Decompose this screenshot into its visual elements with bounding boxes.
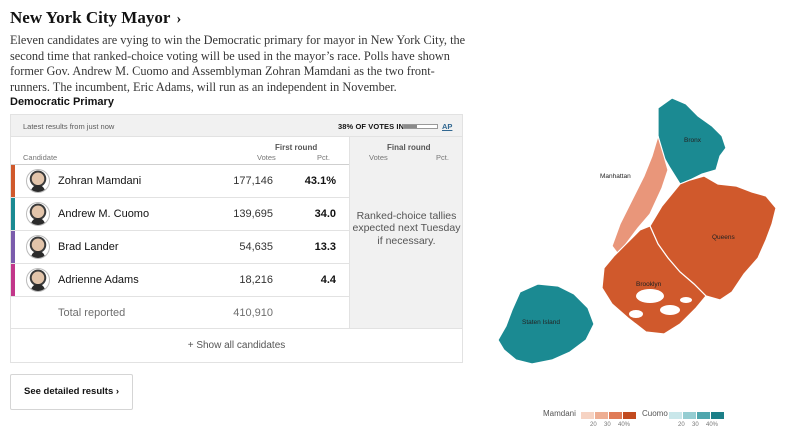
map-borough-staten-island[interactable] <box>497 283 595 365</box>
total-reported-votes: 410,910 <box>233 307 273 319</box>
candidate-name: Andrew M. Cuomo <box>58 208 150 220</box>
progress-fill <box>404 125 417 128</box>
candidate-row: Adrienne Adams 18,216 4.4 <box>11 264 349 297</box>
total-reported-label: Total reported <box>58 307 126 319</box>
results-table: Latest results from just now 38% OF VOTE… <box>10 114 463 363</box>
map-water-inlets <box>629 289 692 318</box>
legend-swatch <box>581 412 594 419</box>
legend-swatch <box>669 412 682 419</box>
map-label-staten-island: Staten Island <box>522 319 560 326</box>
candidate-pct: 43.1% <box>304 175 336 187</box>
ranked-choice-note: Ranked-choice tallies expected next Tues… <box>352 210 461 247</box>
candidate-name: Brad Lander <box>58 241 119 253</box>
final-round-label: Final round <box>387 143 431 152</box>
ap-link[interactable]: AP <box>442 122 453 131</box>
nyc-borough-map: Bronx Manhattan Queens Brooklyn Staten I… <box>497 97 777 365</box>
first-round-label: First round <box>275 143 318 152</box>
final-votes-column-header: Votes <box>369 153 388 162</box>
final-round-column <box>349 137 462 328</box>
votes-in-text: 38% OF VOTES IN <box>338 122 405 131</box>
legend-swatch <box>697 412 710 419</box>
candidate-pct: 34.0 <box>314 208 336 220</box>
header-divider <box>11 164 349 165</box>
map-label-bronx: Bronx <box>684 137 702 144</box>
intro-paragraph: Eleven candidates are vying to win the D… <box>10 33 466 94</box>
legend-tick: 20 <box>590 422 597 428</box>
candidate-color-bar <box>11 198 15 230</box>
candidate-row: Andrew M. Cuomo 139,695 34.0 <box>11 198 349 231</box>
candidate-votes: 18,216 <box>239 274 273 286</box>
show-all-candidates-button[interactable]: + Show all candidates <box>11 328 462 362</box>
legend-cuomo-label: Cuomo <box>642 409 668 418</box>
final-pct-column-header: Pct. <box>436 153 449 162</box>
candidate-pct: 4.4 <box>320 274 336 286</box>
section-title: Democratic Primary <box>10 96 114 108</box>
legend-tick: 30 <box>604 422 611 428</box>
map-legend: Mamdani 20 30 40% Cuomo 20 30 40% <box>543 407 733 432</box>
candidate-color-bar <box>11 231 15 263</box>
page-title-text[interactable]: New York City Mayor <box>10 8 171 27</box>
legend-mamdani-label: Mamdani <box>543 409 576 418</box>
candidate-column-header: Candidate <box>23 153 58 162</box>
avatar <box>26 268 50 292</box>
legend-swatch <box>683 412 696 419</box>
chevron-right-icon[interactable]: › <box>115 386 120 397</box>
candidate-votes: 139,695 <box>233 208 273 220</box>
candidate-name: Zohran Mamdani <box>58 175 142 187</box>
legend-swatch <box>623 412 636 419</box>
see-detailed-results-button[interactable]: See detailed results › <box>10 374 133 410</box>
candidate-row: Brad Lander 54,635 13.3 <box>11 231 349 264</box>
candidate-color-bar <box>11 264 15 296</box>
map-label-queens: Queens <box>712 234 736 241</box>
avatar <box>26 202 50 226</box>
candidate-votes: 54,635 <box>239 241 273 253</box>
pct-column-header: Pct. <box>317 153 330 162</box>
candidate-name: Adrienne Adams <box>58 274 139 286</box>
candidate-votes: 177,146 <box>233 175 273 187</box>
candidate-row: Zohran Mamdani 177,146 43.1% <box>11 165 349 198</box>
legend-tick: 40% <box>706 422 719 428</box>
legend-tick: 30 <box>692 422 699 428</box>
map-borough-brooklyn[interactable] <box>601 225 707 335</box>
candidate-pct: 13.3 <box>314 241 336 253</box>
detailed-results-label[interactable]: See detailed results <box>24 386 114 397</box>
map-label-brooklyn: Brooklyn <box>636 281 662 288</box>
total-reported-row: Total reported 410,910 <box>11 297 349 328</box>
chevron-right-icon[interactable]: › <box>176 11 182 27</box>
map-label-manhattan: Manhattan <box>600 173 631 180</box>
legend-swatch <box>711 412 724 419</box>
votes-column-header: Votes <box>257 153 276 162</box>
latest-results-text: Latest results from just now <box>23 122 115 131</box>
legend-swatch <box>595 412 608 419</box>
candidate-color-bar <box>11 165 15 197</box>
legend-tick: 20 <box>678 422 685 428</box>
avatar <box>26 169 50 193</box>
legend-swatch <box>609 412 622 419</box>
results-status-bar: Latest results from just now 38% OF VOTE… <box>11 115 462 137</box>
legend-tick: 40% <box>618 422 631 428</box>
page-title[interactable]: New York City Mayor › <box>10 8 181 28</box>
avatar <box>26 235 50 259</box>
votes-in-progress-bar <box>403 124 438 129</box>
